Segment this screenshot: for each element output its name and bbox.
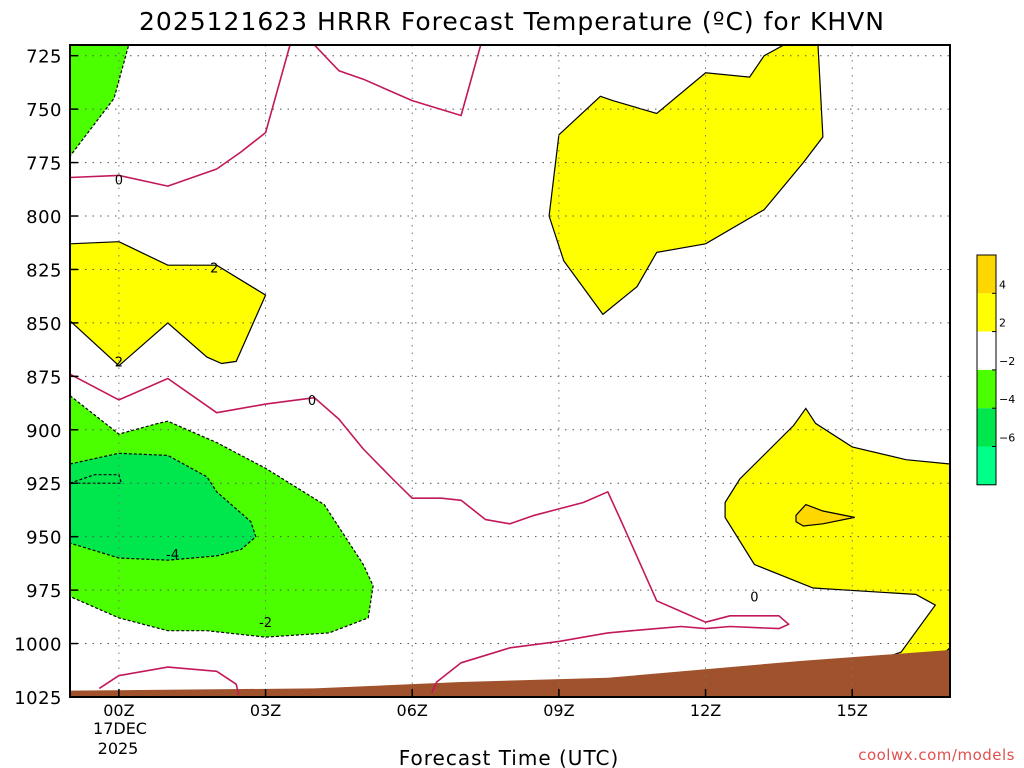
- region-cold-small-loop: [70, 474, 123, 484]
- ground-surface: [70, 650, 950, 697]
- xtick-label-12Z: 12Z: [690, 701, 721, 720]
- colorbar-label-1: 2: [999, 317, 1006, 330]
- contour-label-2: 2: [115, 355, 123, 370]
- y-axis-ticks: 725 750 775 800 825 850 875 900 925 950 975 1000 102…: [14, 47, 78, 709]
- ytick-label-1000: 1000: [14, 635, 62, 656]
- ytick-label-975: 975: [26, 581, 62, 602]
- contour-label-4: -4: [166, 548, 179, 563]
- x-axis-ticks: 00Z 03Z 06Z 09Z 12Z 15Z: [103, 689, 868, 720]
- zero-bottom-contour: [98, 666, 240, 696]
- zero-mid-contour: [70, 373, 790, 694]
- credit-link[interactable]: coolwx.com/models: [858, 746, 1015, 764]
- contour-label-6: 0: [750, 591, 758, 606]
- xtick-label-15Z: 15Z: [837, 701, 868, 720]
- zero-degree-contours: [70, 45, 790, 696]
- ytick-label-925: 925: [26, 474, 62, 495]
- x-axis-title: Forecast Time (UTC): [399, 746, 620, 768]
- colorbar-bin-3: [977, 369, 996, 409]
- colorbar-bin-4: [977, 408, 996, 447]
- xtick-label-06Z: 06Z: [397, 701, 428, 720]
- region-cold-top-left: [70, 45, 130, 158]
- chart-title: 2025121623 HRRR Forecast Temperature (ºC…: [139, 7, 885, 36]
- colorbar-label-0: 4: [999, 278, 1006, 291]
- region-cold-lower-left-4: [70, 452, 257, 561]
- ytick-label-850: 850: [26, 314, 62, 335]
- ytick-label-800: 800: [26, 207, 62, 228]
- colorbar-label-4: −6: [999, 432, 1015, 445]
- ytick-label-725: 725: [26, 47, 62, 68]
- contour-labels: 0 2 2 0 -4 -2 0: [115, 174, 759, 632]
- xtick-label-00Z: 00Z: [103, 701, 134, 720]
- contour-label-5: -2: [259, 616, 272, 631]
- ytick-label-750: 750: [26, 100, 62, 121]
- ytick-label-900: 900: [26, 421, 62, 442]
- plot-frame: [69, 44, 951, 698]
- ytick-label-1025: 1025: [14, 688, 62, 709]
- colorbar-label-3: −4: [999, 393, 1015, 406]
- ytick-label-875: 875: [26, 367, 62, 388]
- contour-label-3: 0: [308, 394, 316, 409]
- colorbar-bin-2: [977, 331, 996, 370]
- zero-top-contour: [70, 45, 482, 187]
- colorbar-bin-1: [977, 293, 996, 332]
- region-warm-left-850: [70, 241, 267, 367]
- x-axis-date-label: 17DEC: [93, 719, 147, 738]
- ytick-label-825: 825: [26, 260, 62, 281]
- x-axis-year-label: 2025: [98, 739, 139, 758]
- contour-label-0: 0: [115, 174, 123, 189]
- contour-label-1: 2: [210, 261, 218, 276]
- ytick-label-775: 775: [26, 154, 62, 175]
- xtick-label-09Z: 09Z: [543, 701, 574, 720]
- colorbar-bin-5: [977, 446, 996, 485]
- colorbar-label-2: −2: [999, 355, 1015, 368]
- region-warm-upper-right: [548, 45, 824, 316]
- region-warm-4-patch: [795, 503, 855, 527]
- temperature-fills: [70, 45, 950, 697]
- ytick-label-950: 950: [26, 528, 62, 549]
- xtick-label-03Z: 03Z: [250, 701, 281, 720]
- colorbar-legend: 4 2 −2 −4 −6: [976, 254, 1015, 486]
- colorbar-bin-0: [977, 255, 996, 294]
